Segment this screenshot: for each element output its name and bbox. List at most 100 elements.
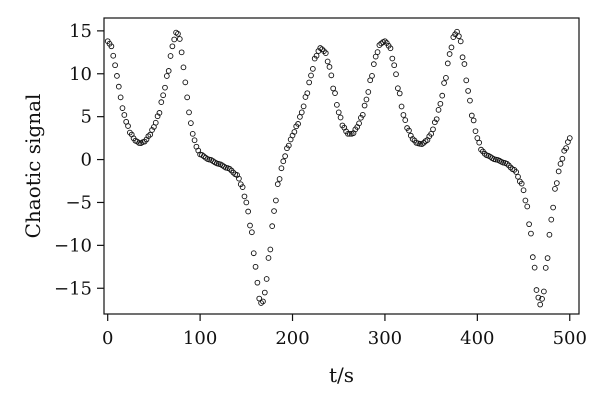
data-point (117, 94, 124, 101)
data-point (515, 173, 521, 180)
x-tick-label: 0 (102, 328, 113, 349)
data-point (528, 230, 534, 237)
data-point (382, 38, 388, 45)
data-point (361, 102, 368, 109)
data-point (526, 221, 532, 228)
data-point (544, 255, 551, 261)
data-point (504, 160, 510, 167)
data-point (448, 44, 455, 51)
data-point (474, 135, 481, 141)
data-point (189, 130, 196, 137)
data-point (389, 55, 396, 62)
data-point (260, 298, 266, 305)
data-point (326, 64, 333, 70)
data-point (191, 137, 198, 144)
data-point (115, 83, 122, 90)
data-point (182, 79, 189, 86)
data-point (247, 222, 253, 229)
data-point (300, 103, 307, 110)
data-point (374, 49, 381, 55)
data-point (450, 34, 457, 40)
data-point (391, 62, 398, 69)
data-point (322, 50, 329, 56)
data-point (345, 130, 351, 137)
data-point (370, 61, 377, 68)
data-point (310, 65, 316, 72)
data-point (550, 204, 556, 211)
data-point (563, 145, 569, 151)
data-point (328, 72, 335, 79)
data-point (306, 79, 313, 86)
data-point (273, 197, 279, 204)
data-point (358, 114, 364, 121)
data-point (430, 126, 436, 133)
data-point (539, 295, 545, 302)
data-point (169, 43, 176, 50)
y-tick-label: −10 (54, 235, 92, 256)
data-point (119, 105, 126, 111)
plot-frame (103, 17, 580, 315)
data-point (476, 139, 483, 146)
data-point (243, 199, 250, 206)
x-tick-label: 300 (368, 328, 402, 349)
x-axis-label: t/s (329, 363, 354, 387)
data-point (542, 265, 549, 271)
data-point (369, 72, 375, 79)
data-point (112, 62, 118, 69)
data-points (104, 28, 573, 308)
data-point (241, 193, 248, 200)
data-point (457, 38, 464, 45)
data-point (359, 112, 366, 118)
data-point (402, 117, 409, 123)
data-point (400, 112, 407, 118)
x-axis-ticks: 0 100 200 300 400 500 (102, 314, 587, 349)
data-point (552, 186, 558, 192)
data-point (437, 100, 444, 107)
data-point (136, 140, 142, 146)
data-point (163, 73, 170, 79)
data-point (546, 231, 553, 238)
data-point (263, 276, 270, 282)
data-point (149, 127, 155, 133)
data-point (335, 109, 342, 116)
x-tick-label: 500 (553, 328, 587, 349)
data-point (395, 85, 401, 92)
data-point (269, 223, 276, 229)
data-point (446, 51, 453, 57)
data-point (297, 114, 303, 120)
data-point (441, 80, 447, 86)
data-point (363, 96, 370, 103)
data-point (271, 208, 277, 214)
data-point (435, 106, 442, 113)
data-point (520, 187, 527, 194)
data-point (280, 158, 287, 165)
y-tick-label: 15 (69, 21, 92, 42)
data-point (396, 90, 403, 97)
data-point (541, 288, 547, 295)
data-point (356, 120, 362, 127)
data-point (406, 127, 412, 134)
data-point (470, 117, 477, 124)
data-point (249, 229, 255, 236)
data-point (433, 116, 440, 123)
data-point (332, 90, 338, 97)
data-point (184, 94, 191, 101)
y-axis-label: Chaotic signal (21, 94, 45, 239)
data-point (226, 166, 233, 172)
data-point (160, 92, 166, 99)
data-point (162, 84, 168, 91)
data-point (267, 246, 274, 253)
data-point (555, 168, 562, 175)
y-tick-label: −15 (54, 278, 92, 299)
y-tick-label: −5 (65, 192, 92, 213)
data-point (311, 55, 318, 62)
data-point (443, 75, 449, 81)
data-point (559, 155, 566, 162)
data-point (165, 68, 172, 74)
data-point (535, 294, 542, 301)
data-point (291, 129, 298, 135)
data-point (188, 120, 194, 126)
data-point (285, 142, 292, 149)
y-tick-label: 0 (81, 150, 92, 171)
